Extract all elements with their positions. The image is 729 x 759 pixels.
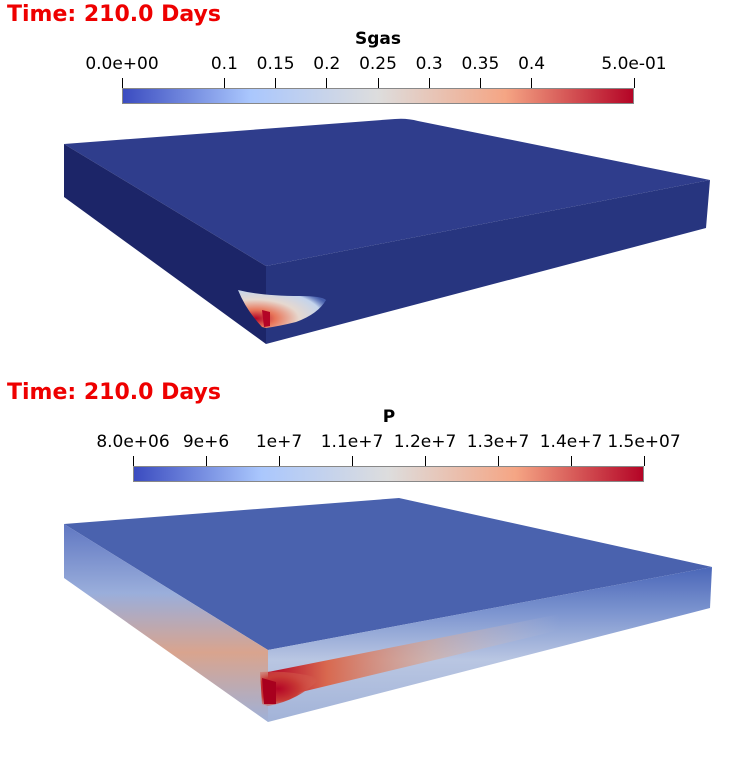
colorbar-tick-mark — [377, 78, 379, 88]
model-left-face — [64, 144, 266, 344]
colorbar-tick-label: 0.35 — [461, 54, 500, 74]
gas-plume — [238, 290, 326, 328]
colorbar-tick-mark — [479, 78, 481, 88]
colorbar-tick-mark — [497, 456, 499, 466]
colorbar-tick-label: 1.2e+7 — [393, 432, 457, 452]
colorbar-tick-mark — [223, 78, 225, 88]
colorbar-tick-mark — [424, 456, 426, 466]
colorbar-tick-label: 1.3e+7 — [466, 432, 530, 452]
colorbar-tick-label: 1e+7 — [255, 432, 303, 452]
sgas-panel: Time: 210.0 Days Sgas 0.0e+00 0.1 0.15 0… — [0, 0, 729, 370]
colorbar-tick-mark — [643, 456, 645, 466]
colorbar-tick-label: 0.4 — [518, 54, 546, 74]
colorbar-tick-label: 1.1e+7 — [320, 432, 384, 452]
sgas-reservoir-model — [64, 118, 710, 344]
sgas-colorbar — [122, 88, 634, 104]
colorbar-tick-label: 0.2 — [313, 54, 341, 74]
colorbar-tick-mark — [531, 78, 533, 88]
model-top-face — [64, 118, 710, 266]
colorbar-tick-mark — [121, 78, 123, 88]
time-label: Time: 210.0 Days — [7, 2, 221, 27]
colorbar-tick-label: 0.3 — [415, 54, 443, 74]
colorbar-tick-label: 0.25 — [359, 54, 397, 74]
colorbar-tick-mark — [428, 78, 430, 88]
pressure-hotspot-core — [262, 678, 276, 704]
colorbar-tick-mark — [326, 78, 328, 88]
colorbar-title: P — [382, 407, 396, 427]
colorbar-tick-label: 5.0e-01 — [601, 54, 667, 74]
gas-plume-core — [262, 310, 270, 327]
pressure-panel: Time: 210.0 Days P 8.0e+06 9e+6 1e+7 1.1… — [0, 378, 729, 759]
colorbar-tick-mark — [633, 78, 635, 88]
time-label: Time: 210.0 Days — [7, 380, 221, 405]
colorbar-tick-mark — [275, 78, 277, 88]
colorbar-tick-mark — [132, 456, 134, 466]
colorbar-tick-mark — [205, 456, 207, 466]
colorbar-tick-label: 9e+6 — [182, 432, 230, 452]
pressure-colorbar — [133, 466, 644, 482]
colorbar-tick-label: 8.0e+06 — [96, 432, 170, 452]
colorbar-title: Sgas — [354, 29, 402, 49]
pressure-band — [268, 614, 560, 700]
colorbar-tick-mark — [351, 456, 353, 466]
model-left-face — [64, 524, 268, 722]
colorbar-tick-label: 0.0e+00 — [85, 54, 159, 74]
colorbar-tick-mark — [570, 456, 572, 466]
colorbar-tick-label: 1.4e+7 — [539, 432, 603, 452]
model-right-face — [266, 180, 710, 344]
pressure-reservoir-model — [64, 498, 712, 722]
colorbar-tick-label: 0.1 — [210, 54, 238, 74]
colorbar-tick-label: 0.15 — [256, 54, 295, 74]
colorbar-tick-label: 1.5e+07 — [607, 432, 681, 452]
model-top-face — [64, 498, 712, 650]
colorbar-tick-mark — [278, 456, 280, 466]
